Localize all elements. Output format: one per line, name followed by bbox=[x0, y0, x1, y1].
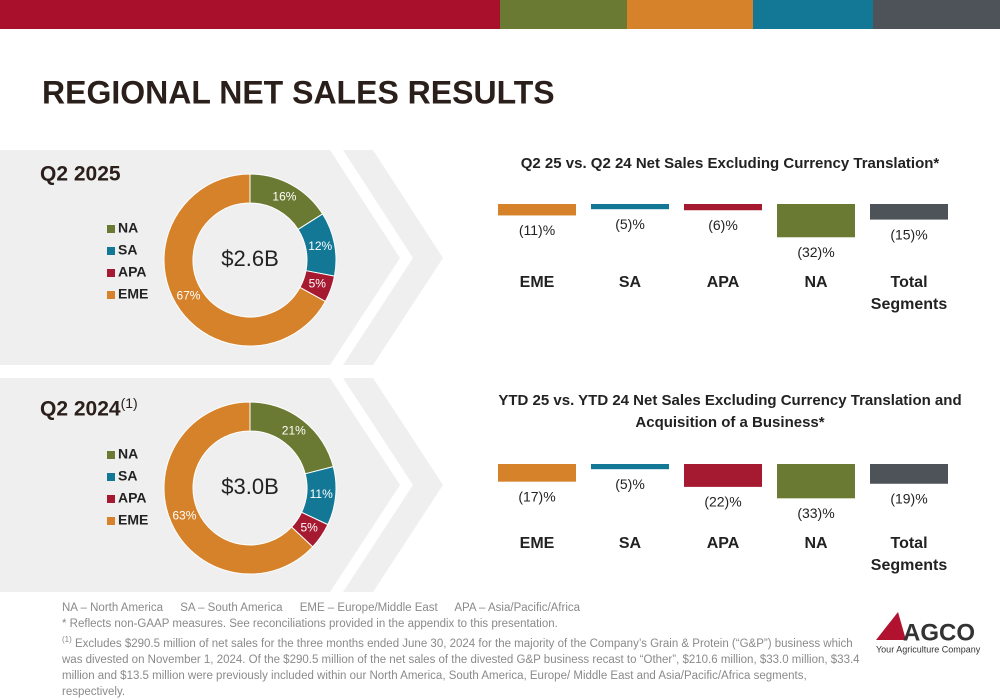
band bbox=[753, 0, 873, 29]
category-label: APA bbox=[706, 535, 740, 552]
category-label: APA bbox=[706, 274, 740, 291]
abbreviation: APA – Asia/Pacific/Africa bbox=[454, 602, 581, 614]
category-label: EME bbox=[519, 274, 555, 291]
band bbox=[500, 0, 627, 29]
legend-label: APA bbox=[118, 264, 147, 280]
data-label: (17)% bbox=[518, 488, 555, 504]
legend-swatch bbox=[107, 247, 115, 255]
data-label: (33)% bbox=[797, 505, 834, 521]
donut-segment bbox=[163, 401, 314, 575]
legend-swatch bbox=[107, 495, 115, 503]
category-label: SA bbox=[618, 274, 642, 291]
chart-title: Q2 25 vs. Q2 24 Net Sales Excluding Curr… bbox=[520, 155, 940, 172]
legend-swatch bbox=[107, 269, 115, 277]
data-label: 11% bbox=[310, 487, 333, 501]
legend-swatch bbox=[107, 517, 115, 525]
logo-name: AGCO bbox=[903, 619, 975, 646]
center-label: $3.0B bbox=[221, 474, 279, 499]
data-label: (32)% bbox=[797, 244, 834, 260]
bar bbox=[870, 204, 948, 220]
category-label: Total Segments bbox=[870, 535, 948, 574]
data-label: (6)% bbox=[708, 217, 738, 233]
legend-label: NA bbox=[118, 220, 138, 236]
chart-title: Q2 2025 bbox=[40, 163, 121, 186]
bar bbox=[777, 204, 855, 238]
category-label: NA bbox=[804, 274, 828, 291]
footnote: (1) Excludes $290.5 million of net sales… bbox=[62, 632, 872, 700]
legend-label: EME bbox=[118, 286, 148, 302]
donut-segment bbox=[163, 173, 327, 347]
abbreviations: NA – North America SA – South America EM… bbox=[62, 600, 872, 616]
data-label: (5)% bbox=[615, 476, 645, 492]
data-label: (15)% bbox=[890, 226, 927, 242]
data-label: 67% bbox=[176, 289, 200, 303]
bar bbox=[498, 204, 576, 216]
category-label: SA bbox=[618, 535, 642, 552]
slide-graphics: REGIONAL NET SALES RESULTS AGCO Your Agr… bbox=[0, 0, 1000, 654]
title-note: (1) bbox=[121, 395, 138, 411]
note-marker: (1) bbox=[62, 635, 72, 644]
data-label: 5% bbox=[309, 276, 327, 290]
band bbox=[0, 0, 500, 29]
data-label: 5% bbox=[300, 520, 318, 534]
abbreviation: EME – Europe/Middle East bbox=[299, 602, 438, 614]
band bbox=[873, 0, 1000, 29]
bar bbox=[684, 464, 762, 487]
data-label: 16% bbox=[272, 190, 296, 204]
legend-swatch bbox=[107, 451, 115, 459]
legend-label: SA bbox=[118, 242, 137, 258]
legend-label: APA bbox=[118, 490, 147, 506]
legend-label: SA bbox=[118, 468, 137, 484]
category-label: EME bbox=[519, 535, 555, 552]
abbreviation: NA – North America bbox=[62, 602, 163, 614]
data-label: (5)% bbox=[615, 216, 645, 232]
bar bbox=[777, 464, 855, 499]
abbreviation: SA – South America bbox=[180, 602, 283, 614]
band bbox=[627, 0, 753, 29]
chevron bbox=[343, 150, 443, 365]
logo-tagline: Your Agriculture Company bbox=[876, 644, 981, 654]
center-label: $2.6B bbox=[221, 246, 279, 271]
category-label: Total Segments bbox=[870, 274, 948, 313]
bar bbox=[870, 464, 948, 484]
data-label: (19)% bbox=[890, 490, 927, 506]
footnote: * Reflects non-GAAP measures. See reconc… bbox=[62, 618, 558, 630]
legend-swatch bbox=[107, 291, 115, 299]
data-label: (11)% bbox=[519, 222, 555, 238]
note: Excludes $290.5 million of net sales for… bbox=[62, 637, 860, 698]
category-label: NA bbox=[804, 535, 828, 552]
bar bbox=[591, 464, 669, 470]
data-label: 12% bbox=[308, 239, 332, 253]
bar bbox=[591, 204, 669, 210]
legend-swatch bbox=[107, 225, 115, 233]
data-label: (22)% bbox=[704, 494, 741, 510]
chart-title: YTD 25 vs. YTD 24 Net Sales Excluding Cu… bbox=[498, 392, 962, 431]
chevron bbox=[343, 378, 443, 592]
data-label: 21% bbox=[282, 424, 306, 438]
legend-label: NA bbox=[118, 446, 138, 462]
legend-label: EME bbox=[118, 512, 148, 528]
logo-mark bbox=[876, 612, 906, 640]
bar bbox=[498, 464, 576, 482]
bar bbox=[684, 204, 762, 211]
legend-swatch bbox=[107, 473, 115, 481]
slide-title: REGIONAL NET SALES RESULTS bbox=[42, 74, 555, 110]
data-label: 63% bbox=[172, 509, 196, 523]
